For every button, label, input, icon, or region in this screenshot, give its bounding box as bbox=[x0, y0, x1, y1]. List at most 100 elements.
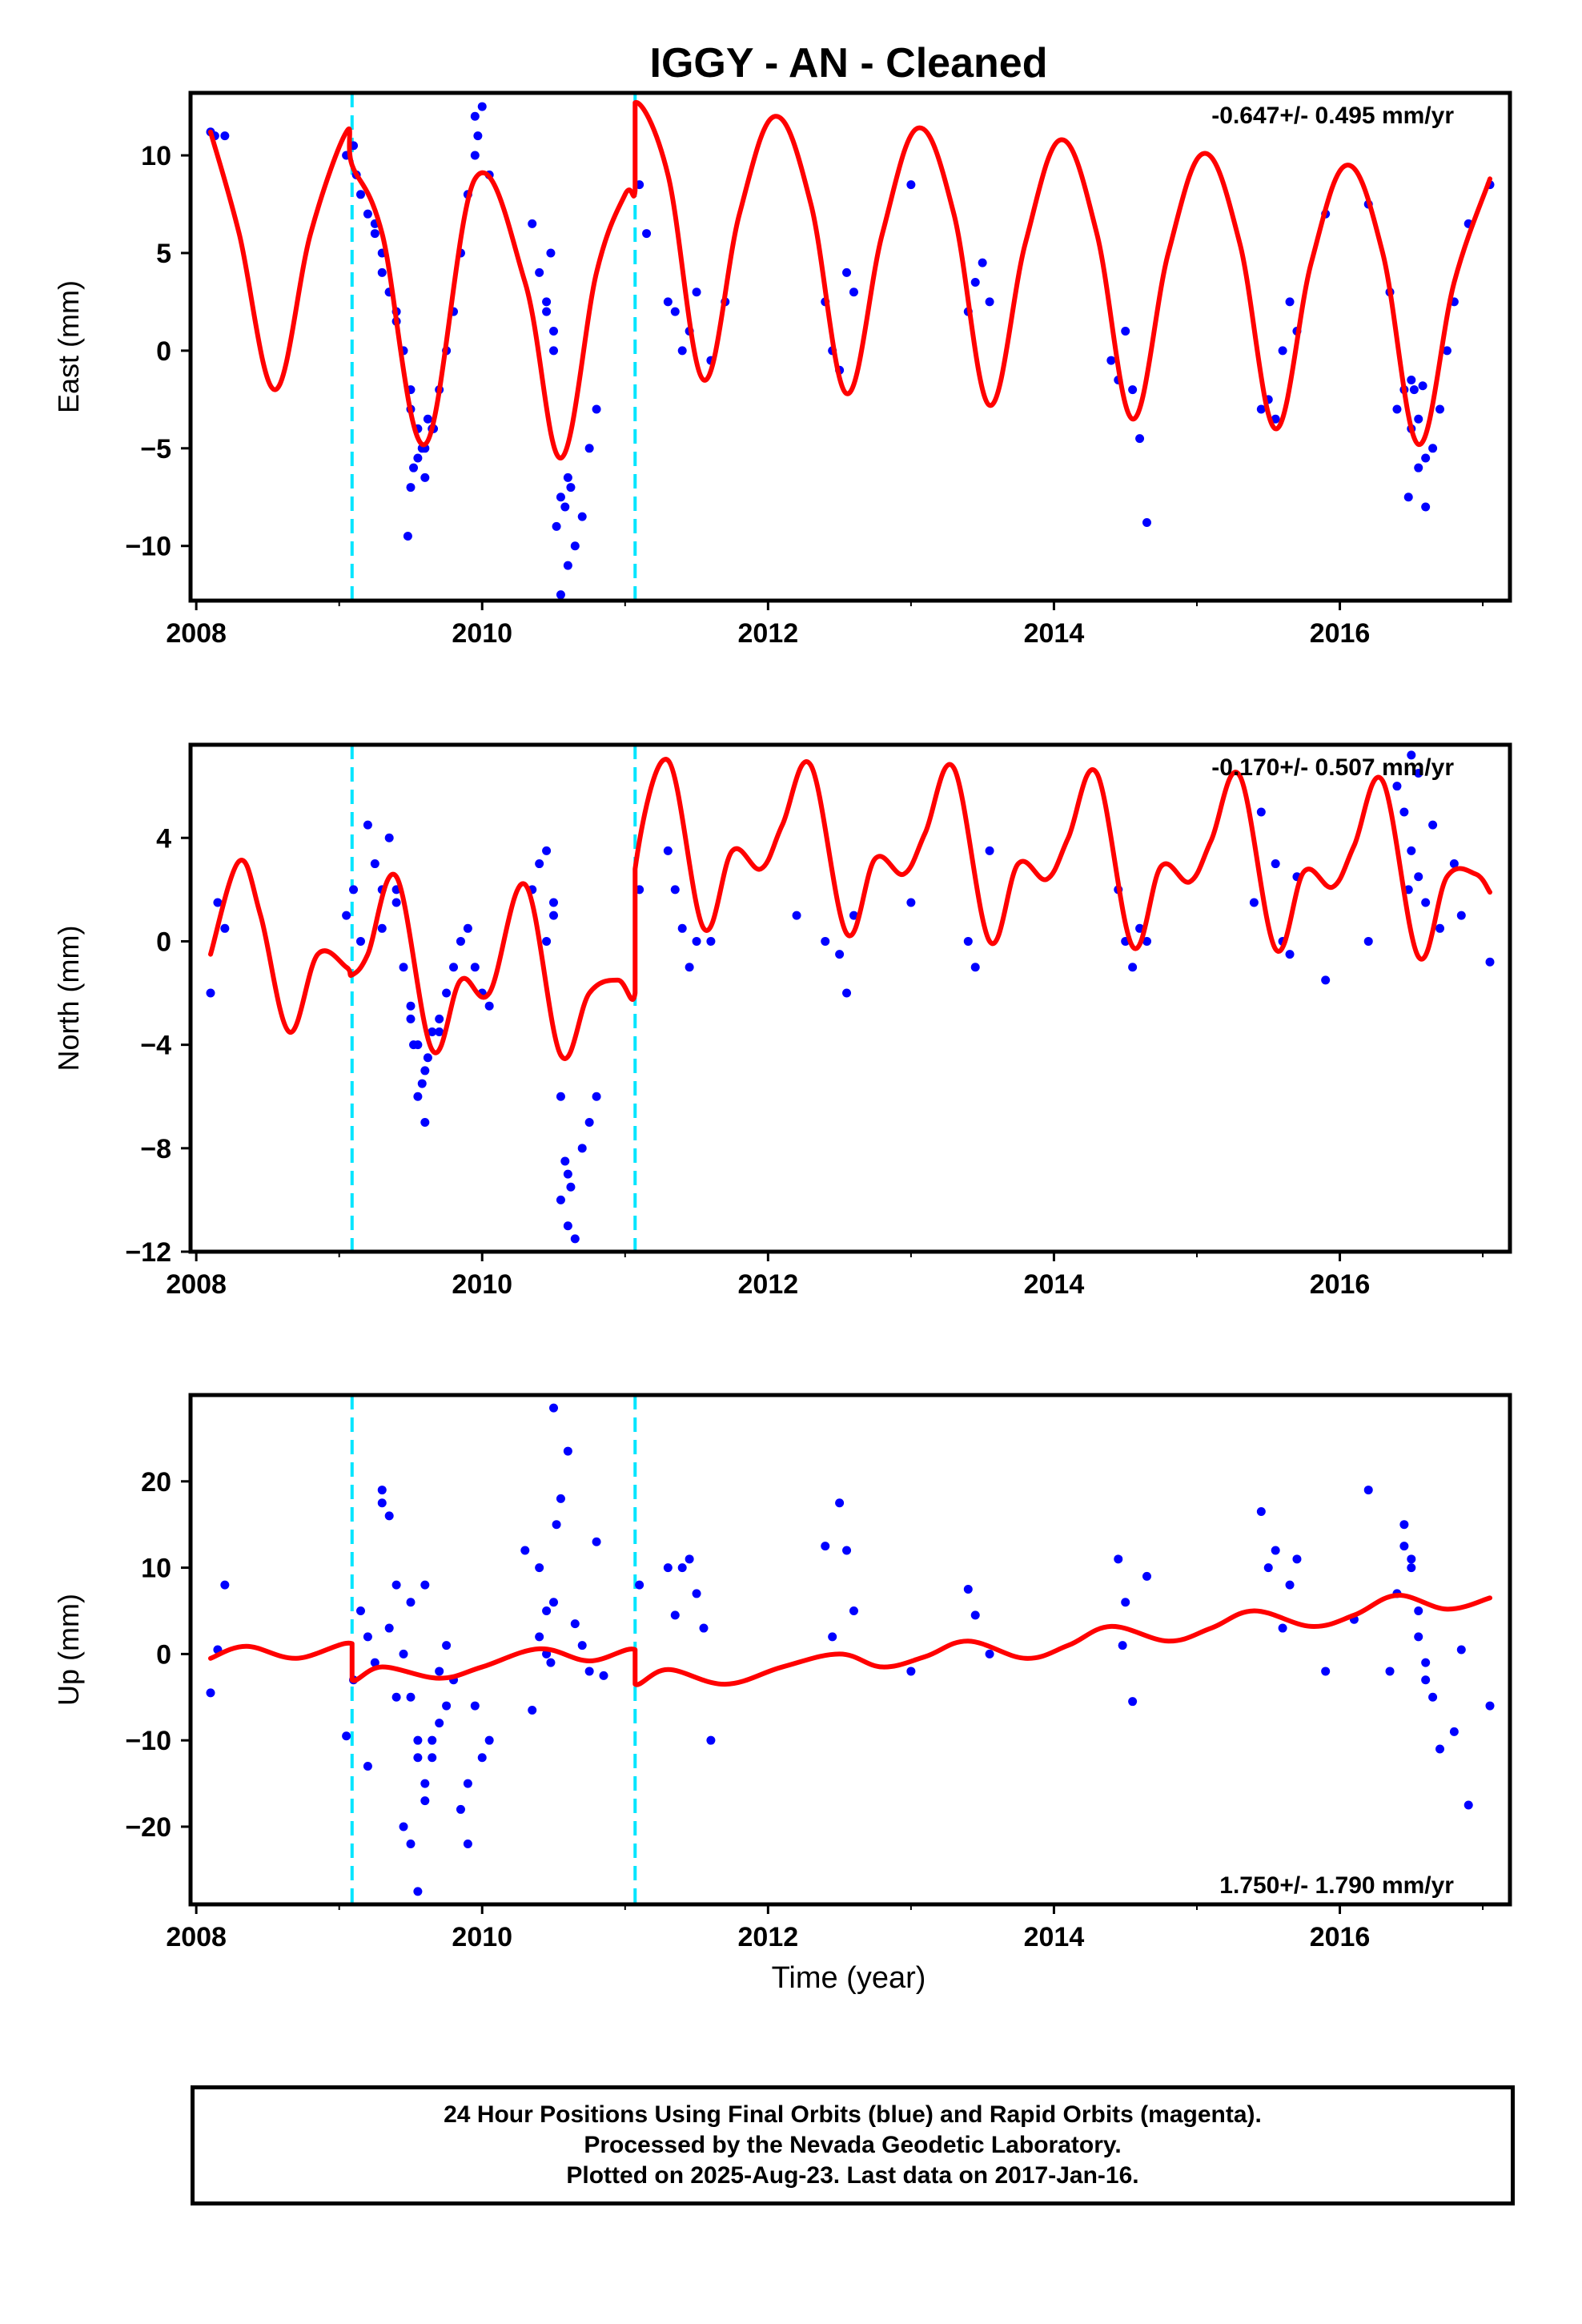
data-point bbox=[828, 1632, 837, 1642]
y-tick-label: −4 bbox=[140, 1031, 171, 1061]
x-tick-label: 2010 bbox=[452, 1922, 512, 1952]
data-point bbox=[563, 1169, 572, 1179]
x-tick-label: 2012 bbox=[738, 1269, 799, 1300]
data-point bbox=[1414, 872, 1423, 882]
data-point bbox=[1271, 859, 1280, 869]
data-point bbox=[413, 1735, 423, 1745]
data-point bbox=[1118, 1641, 1127, 1651]
data-point bbox=[577, 512, 587, 521]
y-tick-label: 0 bbox=[156, 336, 171, 367]
chart-title: IGGY - AN - Cleaned bbox=[650, 40, 1048, 86]
data-point bbox=[442, 1701, 452, 1711]
data-point bbox=[906, 180, 916, 190]
data-point bbox=[1392, 404, 1402, 414]
data-point bbox=[420, 1118, 430, 1128]
data-point bbox=[549, 1598, 559, 1607]
x-tick-label: 2008 bbox=[166, 1269, 227, 1300]
data-point bbox=[428, 1735, 437, 1745]
data-point bbox=[1256, 404, 1266, 414]
data-point bbox=[692, 1589, 701, 1598]
data-point bbox=[470, 151, 480, 160]
data-point bbox=[584, 444, 594, 453]
data-point bbox=[552, 1520, 561, 1530]
data-point bbox=[1485, 1701, 1495, 1711]
data-point bbox=[1271, 414, 1280, 424]
x-tick-label: 2010 bbox=[452, 618, 512, 649]
data-point bbox=[1421, 898, 1431, 907]
data-point bbox=[1121, 1598, 1130, 1607]
data-point bbox=[842, 988, 852, 998]
data-point bbox=[985, 297, 994, 307]
data-point bbox=[409, 1040, 419, 1050]
data-point bbox=[566, 483, 576, 493]
data-point bbox=[563, 472, 572, 482]
data-point bbox=[473, 131, 483, 141]
data-point bbox=[670, 307, 680, 316]
data-point bbox=[677, 346, 687, 356]
data-point bbox=[1142, 517, 1151, 527]
data-point bbox=[377, 1486, 387, 1495]
data-point bbox=[985, 1649, 994, 1659]
data-point bbox=[535, 267, 544, 277]
data-point bbox=[584, 1118, 594, 1128]
data-point bbox=[1421, 502, 1431, 512]
data-point bbox=[420, 472, 430, 482]
data-point bbox=[592, 404, 601, 414]
x-tick-label: 2012 bbox=[738, 618, 799, 649]
data-point bbox=[1428, 444, 1438, 453]
data-point bbox=[428, 1027, 437, 1036]
data-point bbox=[342, 1731, 351, 1741]
data-point bbox=[420, 1066, 430, 1076]
data-point bbox=[423, 1053, 432, 1063]
data-point bbox=[1278, 346, 1287, 356]
footer-line-2: Processed by the Nevada Geodetic Laborat… bbox=[584, 2132, 1122, 2158]
data-point bbox=[692, 287, 701, 297]
data-point bbox=[1321, 1667, 1331, 1676]
data-point bbox=[456, 1804, 465, 1814]
data-point bbox=[1407, 375, 1416, 384]
y-tick-label: 0 bbox=[156, 927, 171, 957]
data-point bbox=[670, 1610, 680, 1620]
data-point bbox=[391, 1580, 401, 1590]
plot-area-2 bbox=[206, 745, 1495, 1252]
data-point bbox=[542, 936, 552, 946]
data-point bbox=[849, 287, 858, 297]
data-point bbox=[370, 859, 379, 869]
data-point bbox=[566, 1182, 576, 1192]
y-tick-label: 10 bbox=[141, 1554, 171, 1584]
data-point bbox=[399, 1822, 408, 1831]
data-point bbox=[563, 561, 572, 570]
data-point bbox=[442, 988, 452, 998]
data-point bbox=[1435, 1744, 1445, 1754]
data-point bbox=[685, 963, 694, 972]
data-point bbox=[463, 1839, 472, 1849]
data-point bbox=[220, 131, 230, 141]
data-point bbox=[355, 936, 365, 946]
data-point bbox=[1363, 936, 1373, 946]
data-point bbox=[417, 1079, 427, 1088]
data-point bbox=[1399, 1542, 1409, 1551]
data-point bbox=[363, 1632, 372, 1642]
data-point bbox=[706, 1735, 716, 1745]
data-point bbox=[642, 229, 652, 239]
data-point bbox=[556, 1494, 565, 1503]
data-point bbox=[549, 326, 559, 336]
data-point bbox=[556, 1195, 565, 1204]
y-tick-label: −12 bbox=[125, 1237, 171, 1268]
y-tick-label: 20 bbox=[141, 1467, 171, 1498]
data-point bbox=[542, 846, 552, 855]
data-point bbox=[435, 1014, 444, 1023]
data-point bbox=[1135, 434, 1145, 444]
rate-label: -0.647+/- 0.495 mm/yr bbox=[1211, 103, 1454, 129]
data-point bbox=[413, 453, 423, 463]
data-point bbox=[663, 846, 673, 855]
y-tick-label: −10 bbox=[125, 532, 171, 562]
y-tick-label: 4 bbox=[156, 823, 171, 854]
data-point bbox=[342, 911, 351, 920]
data-point bbox=[1285, 950, 1295, 959]
rate-label: 1.750+/- 1.790 mm/yr bbox=[1219, 1872, 1454, 1899]
data-point bbox=[484, 1001, 494, 1011]
data-point bbox=[842, 267, 852, 277]
data-point bbox=[906, 898, 916, 907]
data-point bbox=[413, 1887, 423, 1896]
